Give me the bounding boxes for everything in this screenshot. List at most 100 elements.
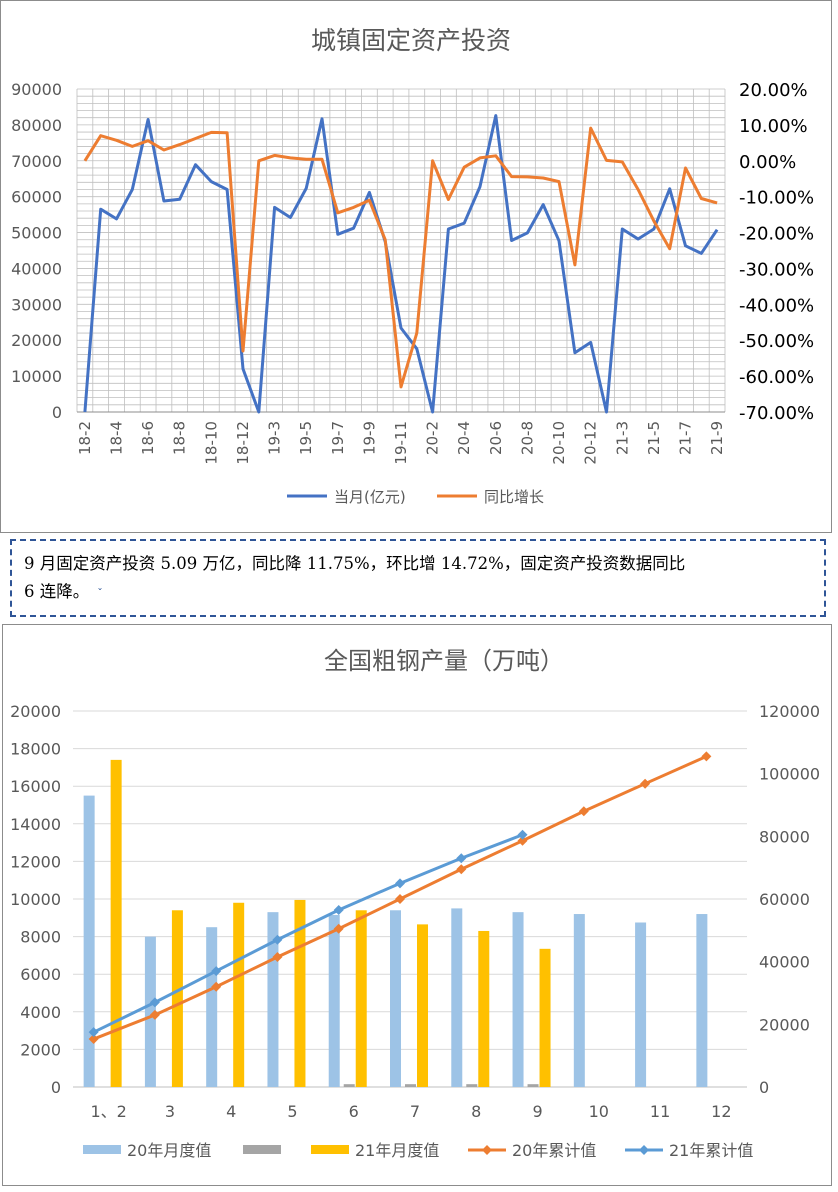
legend: 当月(亿元) 同比增长	[287, 488, 544, 506]
bar	[144, 936, 156, 1087]
bar	[478, 930, 490, 1087]
y-left-tick-label: 10000	[11, 367, 62, 386]
y-right-tick-label: -20.00%	[739, 224, 814, 245]
data-point	[88, 1034, 99, 1045]
y-left-tick-label: 10000	[10, 890, 61, 909]
x-tick-label: 8	[471, 1102, 481, 1121]
data-point	[395, 894, 405, 904]
y-right-tick-label: 0	[759, 1078, 769, 1097]
note-mark: ˇ	[97, 587, 103, 600]
legend-swatch	[311, 1145, 349, 1154]
grid-lines	[76, 88, 726, 413]
cumulative-2021-series	[88, 829, 528, 1038]
bar	[539, 948, 551, 1087]
y-left-tick-label: 4000	[20, 1003, 61, 1022]
bar	[451, 908, 463, 1087]
data-point	[456, 864, 467, 875]
x-tick-label: 7	[410, 1102, 420, 1121]
yoy-growth-line	[83, 126, 718, 389]
y-right-tick-label: -10.00%	[739, 188, 814, 209]
y-left-tick-label: 18000	[10, 740, 61, 759]
x-tick-label: 18-12	[234, 421, 252, 465]
bar	[83, 795, 95, 1087]
y-left-tick-label: 20000	[10, 702, 61, 721]
x-tick-label: 19-9	[360, 421, 378, 455]
data-point	[517, 829, 528, 840]
x-tick-label: 20-6	[487, 421, 505, 455]
legend-marker	[482, 1145, 492, 1155]
x-tick-label: 9	[532, 1102, 542, 1121]
x-tick-label: 18-4	[108, 421, 126, 455]
y-right-tick-label: -50.00%	[739, 331, 814, 352]
bar	[405, 1084, 416, 1087]
bar	[233, 902, 245, 1087]
data-point	[211, 981, 222, 992]
bar	[696, 914, 708, 1087]
bar	[171, 910, 183, 1087]
bar-series-2	[343, 1084, 539, 1087]
y-left-tick-label: 8000	[20, 928, 61, 947]
cumulative-line	[92, 833, 524, 1034]
fixed-asset-chart-panel: 城镇固定资产投资 0 10000 20000 30000 40000 50000 60000 7…	[0, 0, 832, 533]
legend-swatch	[243, 1145, 281, 1154]
steel-output-chart-panel: 全国粗钢产量（万吨） 0 2000 4000 6000 8000 10000 12000 140…	[2, 624, 832, 1186]
x-tick-label: 21-5	[645, 421, 663, 455]
monthly-value-line	[83, 114, 719, 414]
bar	[573, 914, 585, 1087]
data-point	[333, 904, 344, 915]
data-point	[395, 878, 405, 889]
bar-series-1	[83, 795, 708, 1087]
bar	[343, 1084, 355, 1087]
bar	[512, 912, 524, 1087]
legend-label: 21年累计值	[669, 1141, 753, 1160]
data-point	[149, 1009, 160, 1020]
data-point	[272, 951, 283, 962]
y-left-tick-label: 20000	[11, 331, 62, 350]
data-point	[333, 923, 344, 934]
legend-marker	[639, 1145, 649, 1155]
fixed-asset-investment-chart: 城镇固定资产投资 0 10000 20000 30000 40000 50000 60000 7…	[11, 26, 814, 506]
chart-title: 全国粗钢产量（万吨）	[324, 647, 564, 675]
x-tick-label: 18-6	[139, 421, 157, 455]
y-right-tick-label: -60.00%	[739, 367, 814, 388]
x-tick-label: 1、2	[90, 1102, 126, 1121]
x-tick-label: 19-5	[297, 421, 315, 455]
data-point	[578, 806, 589, 817]
commentary-note: 9 月固定资产投资 5.09 万亿，同比降 11.75%，环比增 14.72%，…	[10, 539, 826, 617]
note-line-2: 6 连降。 ˇ	[24, 578, 812, 608]
x-tick-label: 12	[711, 1102, 731, 1121]
y-right-tick-label: 60000	[759, 890, 810, 909]
y-right-tick-label: -70.00%	[739, 403, 814, 424]
x-tick-label: 20-8	[518, 421, 536, 455]
bar	[328, 914, 340, 1087]
grid-lines	[73, 710, 747, 1088]
y-left-tick-label: 70000	[11, 152, 62, 171]
y-left-tick-label: 30000	[11, 295, 62, 314]
bar	[417, 924, 428, 1087]
x-tick-label: 18-2	[76, 421, 94, 455]
crude-steel-output-chart: 全国粗钢产量（万吨） 0 2000 4000 6000 8000 10000 12000 140…	[10, 647, 820, 1160]
y-right-tick-label: 0.00%	[739, 152, 796, 173]
legend-swatch	[83, 1145, 121, 1154]
y-left-tick-label: 2000	[20, 1040, 61, 1059]
x-tick-label: 21-7	[676, 421, 694, 455]
data-point	[456, 853, 467, 864]
x-tick-label: 20-12	[582, 421, 600, 465]
x-tick-label: 6	[349, 1102, 359, 1121]
data-point	[149, 997, 160, 1008]
x-tick-label: 10	[589, 1102, 609, 1121]
y-left-tick-label: 90000	[11, 80, 62, 99]
x-tick-label: 5	[287, 1102, 297, 1121]
bar	[466, 1084, 478, 1087]
legend: 20年月度值 21年月度值 20年累计值 21年累计值	[83, 1141, 753, 1160]
data-point	[211, 966, 222, 977]
note-line-2-text: 6 连降。	[24, 582, 90, 601]
legend-label: 当月(亿元)	[334, 488, 406, 506]
x-tick-label: 4	[226, 1102, 236, 1121]
y-left-tick-label: 16000	[10, 777, 61, 796]
bar	[267, 912, 279, 1087]
data-point	[701, 751, 712, 762]
y-left-tick-label: 60000	[11, 188, 62, 207]
x-tick-label: 18-8	[171, 421, 189, 455]
legend-label: 21年月度值	[355, 1141, 439, 1160]
